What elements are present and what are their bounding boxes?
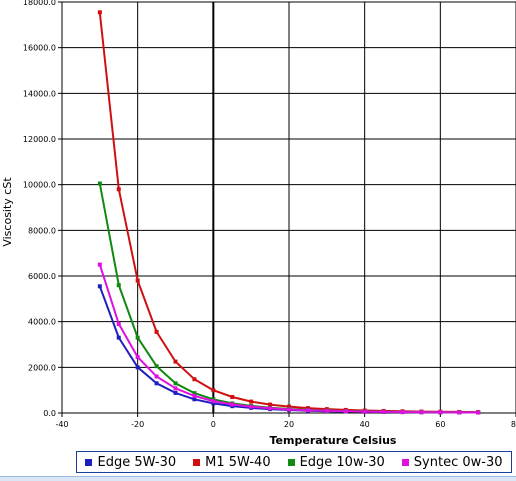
data-point bbox=[249, 404, 254, 409]
data-point bbox=[419, 410, 424, 415]
x-tick-labels: -40 -20 0 20 40 60 80 bbox=[55, 420, 516, 429]
data-point bbox=[135, 365, 140, 370]
data-point bbox=[97, 284, 102, 289]
x-tick-label: 0 bbox=[211, 420, 216, 429]
data-point bbox=[173, 381, 178, 386]
data-point bbox=[135, 278, 140, 283]
data-point bbox=[400, 409, 405, 414]
legend-label: Syntec 0w-30 bbox=[413, 454, 503, 470]
legend-swatch bbox=[193, 458, 201, 466]
data-point bbox=[97, 262, 102, 267]
data-point bbox=[343, 409, 348, 414]
y-tick-label: 16000.0 bbox=[23, 44, 56, 53]
legend-item: Edge 10w-30 bbox=[287, 454, 385, 470]
x-tick-label: 40 bbox=[360, 420, 370, 429]
y-tick-label: 8000.0 bbox=[28, 226, 56, 235]
data-point bbox=[211, 399, 216, 404]
y-tick-label: 10000.0 bbox=[23, 181, 56, 190]
legend-item: M1 5W-40 bbox=[193, 454, 271, 470]
data-point bbox=[249, 399, 254, 404]
data-point bbox=[287, 404, 291, 409]
data-point bbox=[457, 410, 462, 415]
data-point bbox=[192, 391, 197, 396]
data-point bbox=[154, 381, 159, 386]
x-tick-label: 60 bbox=[435, 420, 445, 429]
data-point bbox=[324, 408, 329, 413]
y-tick-label: 12000.0 bbox=[23, 135, 56, 144]
legend-swatch bbox=[401, 458, 409, 466]
data-point bbox=[173, 390, 178, 395]
data-point bbox=[211, 388, 216, 393]
data-point bbox=[305, 408, 310, 413]
series-lines bbox=[97, 10, 481, 415]
data-point bbox=[173, 359, 178, 364]
data-point bbox=[268, 406, 273, 411]
data-point bbox=[230, 395, 235, 400]
data-point bbox=[476, 410, 481, 415]
data-point bbox=[230, 402, 235, 407]
legend-item: Syntec 0w-30 bbox=[401, 454, 503, 470]
gridlines bbox=[61, 1, 516, 414]
data-point bbox=[116, 335, 121, 340]
data-point bbox=[97, 10, 102, 15]
data-point bbox=[287, 407, 291, 412]
data-point bbox=[381, 409, 386, 414]
data-point bbox=[97, 181, 102, 186]
legend-swatch bbox=[85, 458, 93, 466]
data-point bbox=[362, 409, 367, 414]
data-point bbox=[154, 374, 159, 379]
data-point bbox=[154, 364, 159, 369]
x-tick-label: 20 bbox=[284, 420, 294, 429]
axes bbox=[58, 1, 516, 417]
y-tick-label: 0.0 bbox=[43, 409, 56, 418]
y-axis-title: Viscosity cSt bbox=[1, 177, 14, 247]
y-tick-label: 18000.0 bbox=[23, 0, 56, 7]
y-tick-labels: 0.0 2000.0 4000.0 6000.0 8000.0 10000.0 12000.… bbox=[23, 0, 56, 418]
data-point bbox=[192, 377, 197, 382]
y-tick-label: 4000.0 bbox=[28, 318, 56, 327]
y-tick-label: 6000.0 bbox=[28, 272, 56, 281]
window-bottom-strip bbox=[0, 476, 516, 481]
x-tick-label: -40 bbox=[55, 420, 68, 429]
data-point bbox=[268, 402, 273, 407]
data-point bbox=[154, 329, 159, 334]
data-point bbox=[192, 393, 197, 398]
legend-swatch bbox=[287, 458, 295, 466]
legend-label: M1 5W-40 bbox=[205, 454, 271, 470]
data-point bbox=[116, 283, 121, 288]
legend-label: Edge 10w-30 bbox=[299, 454, 385, 470]
x-tick-label: 80 bbox=[511, 420, 516, 429]
data-point bbox=[192, 397, 197, 402]
data-point bbox=[211, 401, 216, 406]
data-point bbox=[135, 355, 140, 360]
legend: Edge 5W-30 M1 5W-40 Edge 10w-30 Syntec 0w-3… bbox=[76, 451, 512, 473]
data-point bbox=[135, 335, 140, 340]
series-syntec-0w-30 bbox=[97, 262, 481, 415]
legend-label: Edge 5W-30 bbox=[97, 454, 177, 470]
data-point bbox=[173, 386, 178, 391]
y-tick-label: 14000.0 bbox=[23, 89, 56, 98]
data-point bbox=[116, 321, 121, 326]
y-tick-label: 2000.0 bbox=[28, 363, 56, 372]
x-axis-title: Temperature Celsius bbox=[270, 434, 397, 447]
legend-item: Edge 5W-30 bbox=[85, 455, 176, 470]
data-point bbox=[438, 410, 443, 415]
x-tick-label: -20 bbox=[131, 420, 144, 429]
data-point bbox=[116, 187, 121, 192]
